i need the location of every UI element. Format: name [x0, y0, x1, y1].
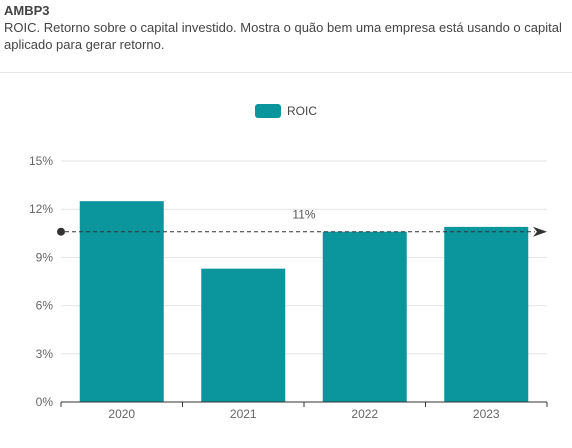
legend-swatch-roic — [255, 104, 281, 118]
average-line-label: 11% — [292, 208, 315, 222]
average-line-start-dot — [57, 227, 65, 236]
y-tick-label: 12% — [29, 202, 53, 216]
x-tick-label: 2023 — [473, 407, 500, 421]
bar-2021 — [201, 268, 286, 402]
y-tick-label: 9% — [36, 250, 54, 264]
ticker-title: AMBP3 — [4, 3, 50, 18]
y-tick-label: 0% — [36, 395, 54, 409]
legend-label-roic: ROIC — [287, 104, 317, 118]
chart-description: ROIC. Retorno sobre o capital investido.… — [4, 20, 562, 52]
bar-2022 — [322, 231, 407, 402]
x-tick-label: 2021 — [230, 407, 257, 421]
y-tick-label: 15% — [29, 154, 53, 168]
header-divider — [0, 72, 572, 73]
y-tick-label: 6% — [36, 299, 54, 313]
bar-2023 — [444, 226, 529, 402]
chart-legend[interactable]: ROIC — [0, 104, 572, 118]
x-tick-label: 2020 — [108, 407, 135, 421]
average-line-arrow-icon — [533, 226, 547, 237]
bar-2020 — [79, 201, 164, 402]
x-tick-label: 2022 — [351, 407, 378, 421]
y-tick-label: 3% — [36, 347, 54, 361]
chart-header: AMBP3 ROIC. Retorno sobre o capital inve… — [4, 2, 568, 53]
